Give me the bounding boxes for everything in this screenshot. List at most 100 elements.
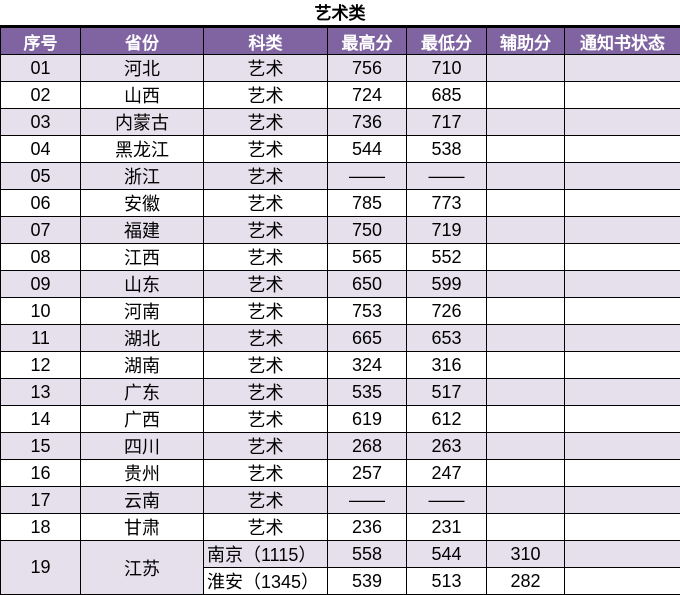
cell-province: 江苏 bbox=[81, 541, 204, 595]
cell-max: 257 bbox=[328, 460, 407, 487]
cell-aux bbox=[487, 433, 565, 460]
cell-province: 河北 bbox=[81, 55, 204, 82]
header-notice: 通知书状态 bbox=[565, 28, 680, 55]
cell-notice bbox=[565, 271, 680, 298]
cell-notice bbox=[565, 487, 680, 514]
header-no: 序号 bbox=[1, 28, 81, 55]
cell-type: 艺术 bbox=[204, 82, 328, 109]
cell-aux bbox=[487, 190, 565, 217]
cell-no: 11 bbox=[1, 325, 81, 352]
cell-type: 艺术 bbox=[204, 190, 328, 217]
cell-type: 艺术 bbox=[204, 460, 328, 487]
cell-no: 18 bbox=[1, 514, 81, 541]
cell-no: 04 bbox=[1, 136, 81, 163]
cell-province: 广东 bbox=[81, 379, 204, 406]
cell-province: 贵州 bbox=[81, 460, 204, 487]
cell-min: 710 bbox=[407, 55, 487, 82]
cell-min: 726 bbox=[407, 298, 487, 325]
cell-no: 16 bbox=[1, 460, 81, 487]
cell-type: 艺术 bbox=[204, 271, 328, 298]
cell-no: 13 bbox=[1, 379, 81, 406]
cell-min: 544 bbox=[407, 541, 487, 568]
cell-aux bbox=[487, 406, 565, 433]
cell-max: 750 bbox=[328, 217, 407, 244]
cell-max: 753 bbox=[328, 298, 407, 325]
cell-notice bbox=[565, 109, 680, 136]
cell-type: 艺术 bbox=[204, 514, 328, 541]
cell-max: 535 bbox=[328, 379, 407, 406]
cell-notice bbox=[565, 406, 680, 433]
cell-province: 湖南 bbox=[81, 352, 204, 379]
cell-aux bbox=[487, 460, 565, 487]
cell-notice bbox=[565, 298, 680, 325]
cell-notice bbox=[565, 190, 680, 217]
cell-max: 736 bbox=[328, 109, 407, 136]
cell-min: 612 bbox=[407, 406, 487, 433]
cell-min: —— bbox=[407, 487, 487, 514]
cell-no: 01 bbox=[1, 55, 81, 82]
cell-no: 02 bbox=[1, 82, 81, 109]
cell-notice bbox=[565, 568, 680, 595]
cell-aux bbox=[487, 244, 565, 271]
header-type: 科类 bbox=[204, 28, 328, 55]
cell-min: 316 bbox=[407, 352, 487, 379]
cell-max: 558 bbox=[328, 541, 407, 568]
cell-notice bbox=[565, 325, 680, 352]
cell-type: 艺术 bbox=[204, 406, 328, 433]
cell-max: 565 bbox=[328, 244, 407, 271]
cell-max: 544 bbox=[328, 136, 407, 163]
cell-min: 231 bbox=[407, 514, 487, 541]
cell-aux bbox=[487, 55, 565, 82]
cell-min: 653 bbox=[407, 325, 487, 352]
cell-notice bbox=[565, 460, 680, 487]
cell-aux bbox=[487, 109, 565, 136]
cell-aux bbox=[487, 163, 565, 190]
cell-province: 云南 bbox=[81, 487, 204, 514]
cell-type: 艺术 bbox=[204, 217, 328, 244]
header-province: 省份 bbox=[81, 28, 204, 55]
cell-aux: 282 bbox=[487, 568, 565, 595]
cell-notice bbox=[565, 541, 680, 568]
cell-type: 淮安（1345） bbox=[204, 568, 328, 595]
header-row: 序号 省份 科类 最高分 最低分 辅助分 通知书状态 bbox=[1, 28, 680, 55]
cell-province: 山东 bbox=[81, 271, 204, 298]
cell-type: 艺术 bbox=[204, 244, 328, 271]
cell-notice bbox=[565, 163, 680, 190]
cell-min: 717 bbox=[407, 109, 487, 136]
cell-notice bbox=[565, 379, 680, 406]
cell-max: 724 bbox=[328, 82, 407, 109]
cell-max: 785 bbox=[328, 190, 407, 217]
cell-type: 艺术 bbox=[204, 433, 328, 460]
cell-type: 艺术 bbox=[204, 325, 328, 352]
cell-min: 538 bbox=[407, 136, 487, 163]
cell-aux bbox=[487, 82, 565, 109]
cell-no: 03 bbox=[1, 109, 81, 136]
cell-no: 17 bbox=[1, 487, 81, 514]
cell-aux bbox=[487, 379, 565, 406]
cell-max: 268 bbox=[328, 433, 407, 460]
cell-min: 263 bbox=[407, 433, 487, 460]
cell-type: 艺术 bbox=[204, 352, 328, 379]
cell-province: 山西 bbox=[81, 82, 204, 109]
header-max: 最高分 bbox=[328, 28, 407, 55]
cell-notice bbox=[565, 55, 680, 82]
cell-min: 517 bbox=[407, 379, 487, 406]
cell-aux bbox=[487, 514, 565, 541]
cell-max: 650 bbox=[328, 271, 407, 298]
cell-type: 艺术 bbox=[204, 379, 328, 406]
cell-no: 06 bbox=[1, 190, 81, 217]
cell-min: 685 bbox=[407, 82, 487, 109]
cell-province: 黑龙江 bbox=[81, 136, 204, 163]
header-aux: 辅助分 bbox=[487, 28, 565, 55]
cell-province: 内蒙古 bbox=[81, 109, 204, 136]
cell-no: 14 bbox=[1, 406, 81, 433]
